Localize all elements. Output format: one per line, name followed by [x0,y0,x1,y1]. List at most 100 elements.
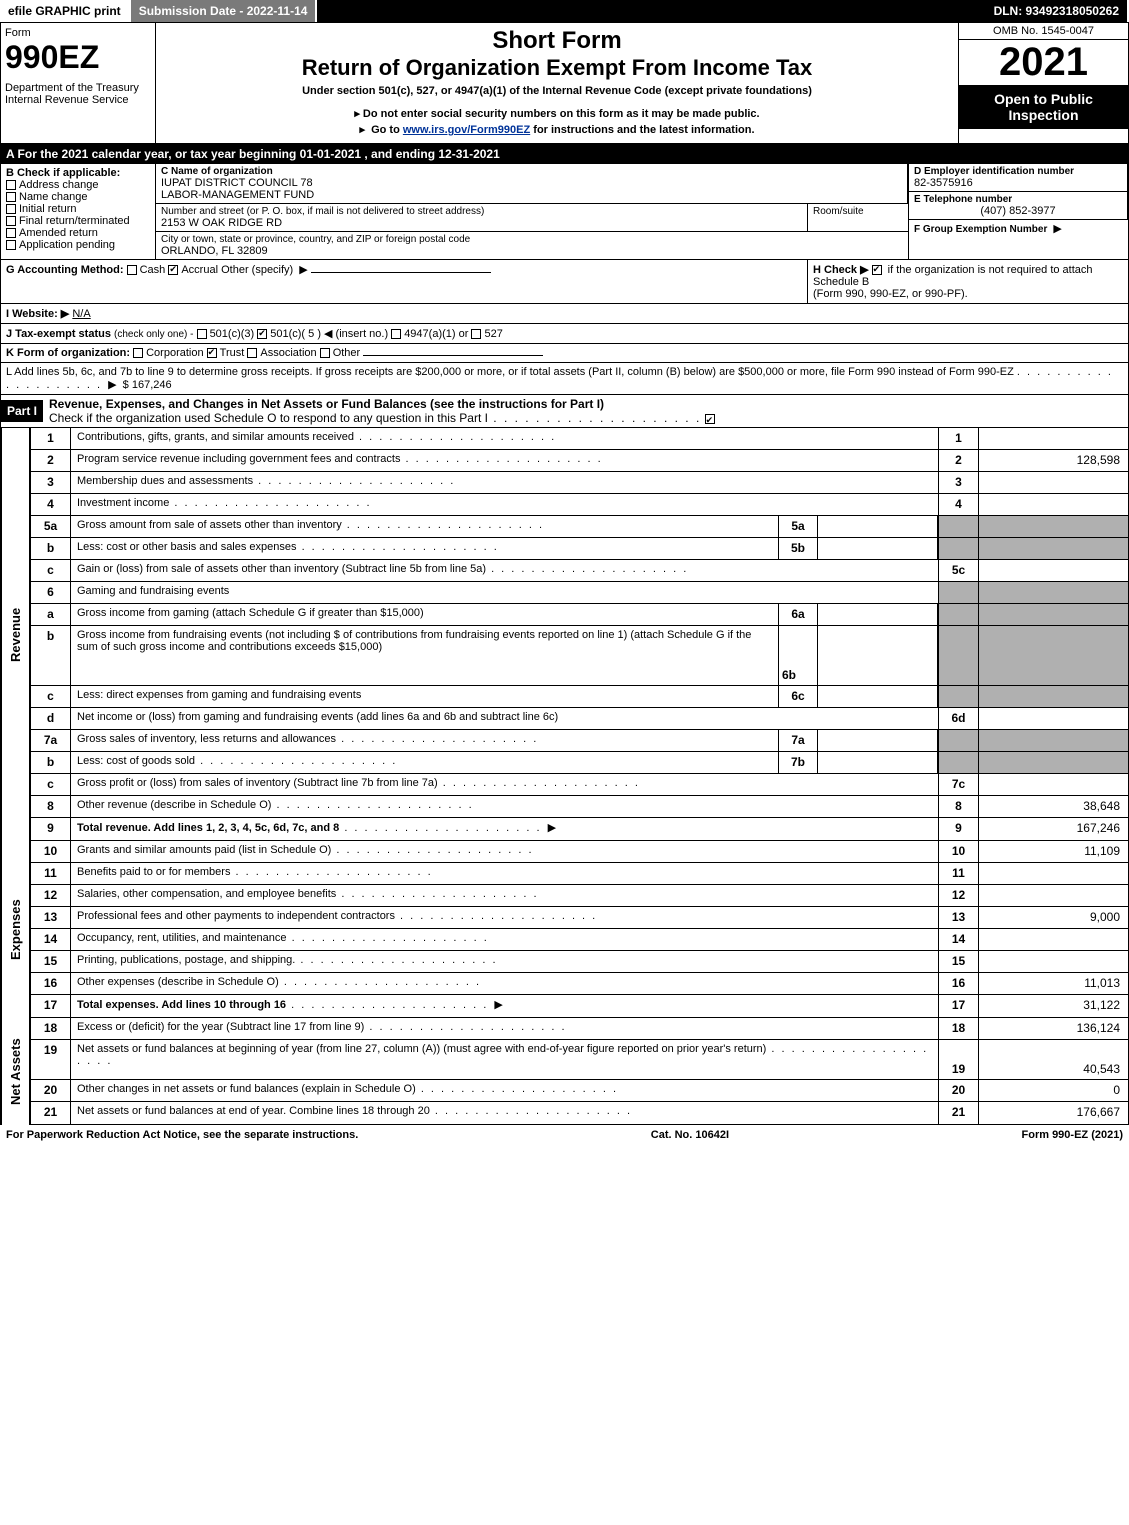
line-13-desc: Professional fees and other payments to … [71,907,938,928]
line-5b-grayval [978,538,1128,559]
netassets-rows: 18Excess or (deficit) for the year (Subt… [30,1018,1129,1125]
part1-check-label: Check if the organization used Schedule … [49,411,488,425]
k-other-fill[interactable] [363,355,543,356]
g-other-fill[interactable] [311,272,491,273]
line-11-desc: Benefits paid to or for members [71,863,938,884]
line-11: 11Benefits paid to or for members11 [31,863,1128,885]
line-21-res: 21 [938,1102,978,1124]
line-19: 19Net assets or fund balances at beginni… [31,1040,1128,1080]
line-6a: aGross income from gaming (attach Schedu… [31,604,1128,626]
line-1: 1Contributions, gifts, grants, and simil… [31,428,1128,450]
line-6b-desc: Gross income from fundraising events (no… [71,626,778,685]
line-6b-subval [818,626,938,685]
line-6a-sub: 6a [778,604,818,625]
line-15-val [978,951,1128,972]
g-cash: Cash [140,264,166,276]
revenue-side-label: Revenue [0,428,30,841]
line-12-val [978,885,1128,906]
j-501c3[interactable] [197,329,207,339]
line-12: 12Salaries, other compensation, and empl… [31,885,1128,907]
k-label: K Form of organization: [6,347,130,359]
expenses-side-label: Expenses [0,841,30,1018]
l-arrow [105,379,119,391]
line-21-desc: Net assets or fund balances at end of ye… [71,1102,938,1124]
line-21-no: 21 [31,1102,71,1124]
b-name-change[interactable]: Name change [6,191,150,203]
line-15-desc: Printing, publications, postage, and shi… [71,951,938,972]
room-col: Room/suite [808,204,908,231]
j-527[interactable] [471,329,481,339]
footer-left: For Paperwork Reduction Act Notice, see … [6,1129,358,1141]
line-15-no: 15 [31,951,71,972]
line-11-no: 11 [31,863,71,884]
line-19-desc: Net assets or fund balances at beginning… [71,1040,938,1079]
line-5b-subval [818,538,938,559]
irs-link[interactable]: www.irs.gov/Form990EZ [403,124,530,136]
k-assoc[interactable] [247,348,257,358]
line-8-res: 8 [938,796,978,817]
l-row: L Add lines 5b, 6c, and 7b to line 9 to … [0,363,1129,395]
line-16-desc: Other expenses (describe in Schedule O) [71,973,938,994]
header-left: Form 990EZ Department of the Treasury In… [1,23,156,143]
line-6: 6Gaming and fundraising events [31,582,1128,604]
line-17-desc: Total expenses. Add lines 10 through 16 [71,995,938,1017]
b-opt-2: Initial return [19,203,76,215]
c-label: C Name of organization [161,166,902,177]
line-6-no: 6 [31,582,71,603]
line-6a-grayval [978,604,1128,625]
line-13-val: 9,000 [978,907,1128,928]
org-name-1: IUPAT DISTRICT COUNCIL 78 [161,177,902,189]
h-check[interactable] [872,265,882,275]
line-5b: bLess: cost or other basis and sales exp… [31,538,1128,560]
b-address-change[interactable]: Address change [6,179,150,191]
section-e: E Telephone number (407) 852-3977 [909,192,1128,220]
line-18-val: 136,124 [978,1018,1128,1039]
line-9-no: 9 [31,818,71,840]
b-opt-4: Amended return [19,227,98,239]
b-initial-return[interactable]: Initial return [6,203,150,215]
line-2: 2Program service revenue including gover… [31,450,1128,472]
k-trust[interactable] [207,348,217,358]
j-501c[interactable] [257,329,267,339]
org-name-2: LABOR-MANAGEMENT FUND [161,189,902,201]
line-4-desc: Investment income [71,494,938,515]
line-7c-no: c [31,774,71,795]
line-13: 13Professional fees and other payments t… [31,907,1128,929]
netassets-section: Net Assets 18Excess or (deficit) for the… [0,1018,1129,1125]
g-cash-check[interactable] [127,265,137,275]
line-14-res: 14 [938,929,978,950]
line-5c-val [978,560,1128,581]
section-f: F Group Exemption Number [909,220,1128,237]
f-arrow [1050,223,1064,235]
g-accrual-check[interactable] [168,265,178,275]
line-2-val: 128,598 [978,450,1128,471]
j-4947[interactable] [391,329,401,339]
b-title: B Check if applicable: [6,167,150,179]
omb-number: OMB No. 1545-0047 [959,23,1128,40]
line-3: 3Membership dues and assessments3 [31,472,1128,494]
line-6b-sub: 6b [778,626,818,685]
k-corp[interactable] [133,348,143,358]
b-application-pending[interactable]: Application pending [6,239,150,251]
part1-title-wrap: Revenue, Expenses, and Changes in Net As… [43,395,1128,427]
l-text: L Add lines 5b, 6c, and 7b to line 9 to … [6,366,1014,378]
line-6b: bGross income from fundraising events (n… [31,626,1128,686]
return-title: Return of Organization Exempt From Incom… [160,55,954,81]
line-19-res: 19 [938,1040,978,1079]
street-value: 2153 W OAK RIDGE RD [161,217,802,229]
line-7b-no: b [31,752,71,773]
line-14-desc: Occupancy, rent, utilities, and maintena… [71,929,938,950]
line-6c-desc: Less: direct expenses from gaming and fu… [71,686,778,707]
b-amended-return[interactable]: Amended return [6,227,150,239]
line-5b-sub: 5b [778,538,818,559]
k-other[interactable] [320,348,330,358]
section-j: J Tax-exempt status (check only one) - 5… [1,324,1128,343]
part1-check[interactable] [705,414,715,424]
header-right: OMB No. 1545-0047 2021 Open to Public In… [958,23,1128,143]
line-16-val: 11,013 [978,973,1128,994]
b-final-return[interactable]: Final return/terminated [6,215,150,227]
line-4-no: 4 [31,494,71,515]
line-19-val: 40,543 [978,1040,1128,1079]
d-label: D Employer identification number [914,166,1122,177]
line-7a-desc: Gross sales of inventory, less returns a… [71,730,778,751]
